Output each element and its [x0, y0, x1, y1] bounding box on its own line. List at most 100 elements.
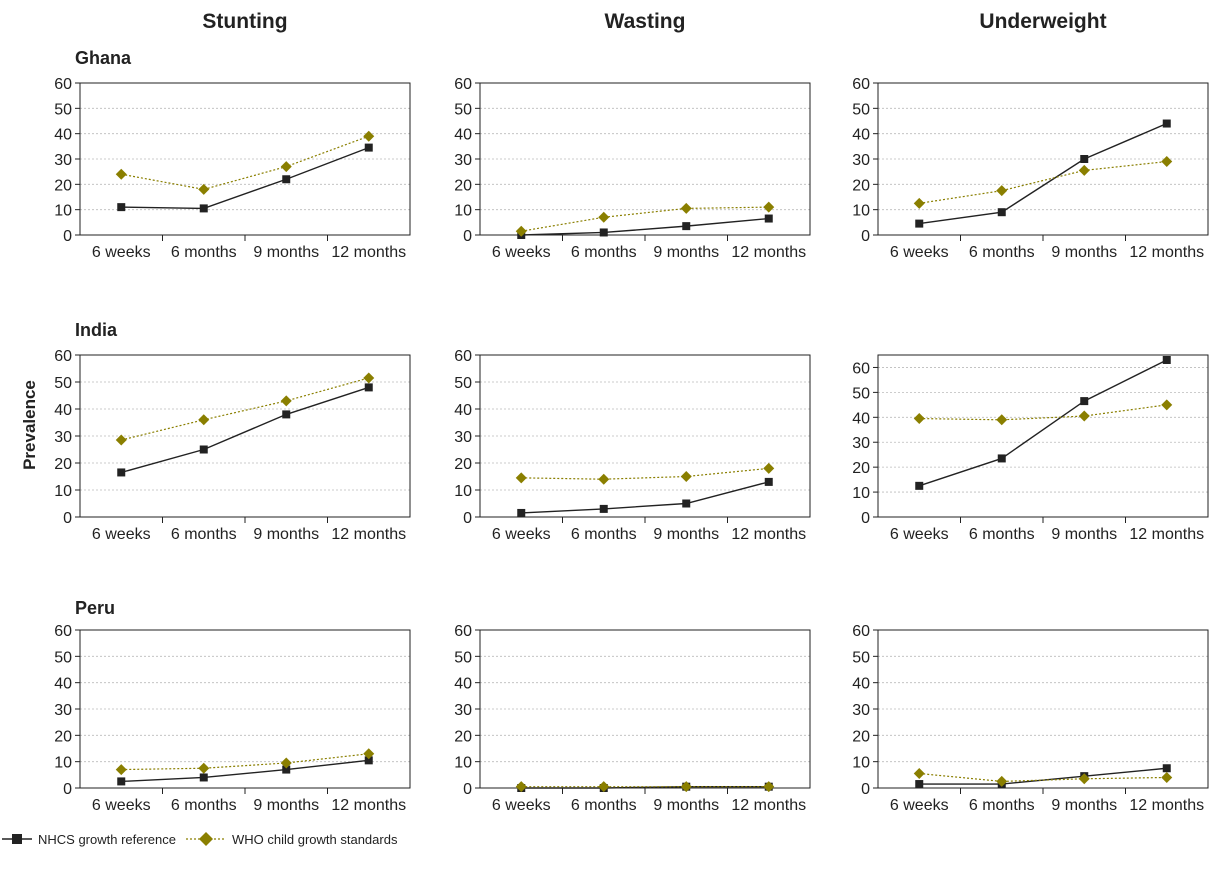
chart-ghana-wasting: 0 10 20 30 40 50 60 6 weeks 6 months 9 months 12 m…	[454, 76, 811, 261]
data-point-who	[996, 414, 1008, 426]
legend-item-who: WHO child growth standards	[184, 831, 397, 847]
x-tick-label: 9 months	[253, 526, 319, 543]
chart-india-stunting: 0 10 20 30 40 50 60 6 weeks 6 months 9 months 12 m…	[54, 348, 411, 543]
legend-item-nhcs: NHCS growth reference	[0, 832, 176, 847]
y-tick-label: 60	[852, 623, 870, 640]
x-tick-label: 12 months	[1129, 526, 1204, 543]
x-tick-label: 6 months	[571, 797, 637, 814]
data-point-who	[280, 395, 292, 407]
x-tick-label: 6 weeks	[492, 526, 551, 543]
data-point-who	[115, 434, 127, 446]
y-tick-label: 30	[454, 152, 472, 169]
data-point-who	[198, 762, 210, 774]
data-point-nhcs	[282, 765, 291, 774]
y-tick-label: 10	[852, 485, 870, 502]
y-tick-label: 50	[852, 385, 870, 402]
y-tick-label: 20	[454, 456, 472, 473]
y-tick-label: 10	[54, 203, 72, 220]
data-point-who	[1161, 156, 1173, 168]
y-tick-label: 50	[852, 101, 870, 118]
y-tick-label: 60	[454, 623, 472, 640]
y-tick-label: 40	[454, 402, 472, 419]
y-tick-label: 30	[852, 152, 870, 169]
y-tick-label: 0	[861, 781, 870, 798]
x-tick-label: 9 months	[253, 797, 319, 814]
y-tick-label: 40	[852, 410, 870, 427]
data-point-who	[515, 781, 527, 793]
y-tick-label: 0	[63, 510, 72, 527]
series-line-nhcs	[521, 481, 769, 514]
chart-peru-wasting: 0 10 20 30 40 50 60 6 weeks 6 months 9 months 12 m…	[454, 623, 811, 814]
data-point-who	[363, 748, 375, 760]
y-tick-label: 0	[63, 228, 72, 245]
x-tick-label: 6 weeks	[492, 797, 551, 814]
x-tick-label: 12 months	[331, 526, 406, 543]
y-tick-label: 30	[852, 435, 870, 452]
y-tick-label: 60	[54, 76, 72, 93]
data-point-who	[1078, 410, 1090, 422]
data-point-who	[996, 185, 1008, 197]
row-title-india: India	[75, 320, 118, 340]
data-point-who	[363, 130, 375, 142]
data-point-nhcs	[682, 222, 691, 231]
y-tick-label: 50	[54, 375, 72, 392]
x-tick-label: 6 weeks	[890, 797, 949, 814]
chart-peru-underweight: 0 10 20 30 40 50 60 6 weeks 6 months 9 months 12 m…	[852, 623, 1209, 814]
data-point-nhcs	[1080, 397, 1089, 406]
y-tick-label: 30	[454, 429, 472, 446]
x-tick-label: 6 weeks	[92, 526, 151, 543]
data-point-nhcs	[764, 214, 773, 223]
data-point-who	[996, 775, 1008, 787]
data-point-nhcs	[1162, 764, 1171, 773]
x-tick-label: 9 months	[253, 244, 319, 261]
y-tick-label: 30	[54, 702, 72, 719]
column-title-stunting: Stunting	[202, 10, 288, 33]
y-tick-label: 10	[852, 203, 870, 220]
data-point-nhcs	[915, 780, 924, 789]
y-tick-label: 60	[54, 623, 72, 640]
y-tick-label: 60	[852, 360, 870, 377]
y-tick-label: 40	[54, 676, 72, 693]
data-point-who	[680, 781, 692, 793]
x-tick-label: 12 months	[731, 526, 806, 543]
data-point-who	[913, 768, 925, 780]
y-tick-label: 40	[852, 127, 870, 144]
series-line-who	[121, 753, 369, 771]
y-tick-label: 0	[463, 781, 472, 798]
data-point-who	[198, 414, 210, 426]
data-point-who	[763, 462, 775, 474]
data-point-who	[280, 161, 292, 173]
x-tick-label: 6 months	[171, 526, 237, 543]
y-tick-label: 20	[454, 728, 472, 745]
x-tick-label: 6 months	[969, 797, 1035, 814]
y-tick-label: 50	[852, 649, 870, 666]
series-line-nhcs	[121, 146, 370, 210]
data-point-who	[115, 168, 127, 180]
y-tick-label: 50	[454, 649, 472, 666]
y-tick-label: 20	[54, 728, 72, 745]
data-point-nhcs	[517, 508, 526, 517]
legend-marker-who-icon	[186, 832, 226, 846]
legend: NHCS growth reference WHO child growth s…	[0, 828, 405, 850]
data-point-who	[680, 471, 692, 482]
data-point-nhcs	[199, 773, 208, 782]
x-tick-label: 6 months	[571, 526, 637, 543]
series-line-nhcs	[521, 217, 769, 236]
y-tick-label: 10	[852, 755, 870, 772]
y-tick-label: 0	[861, 228, 870, 245]
chart-ghana-stunting: 0 10 20 30 40 50 60 6 weeks 6 months 9 months 12 m…	[54, 76, 411, 261]
y-tick-label: 30	[454, 702, 472, 719]
y-tick-label: 20	[852, 460, 870, 477]
data-point-who	[598, 473, 610, 485]
y-tick-label: 20	[852, 177, 870, 194]
y-tick-label: 10	[454, 755, 472, 772]
data-point-who	[115, 764, 127, 776]
row-title-ghana: Ghana	[75, 48, 132, 68]
data-point-who	[763, 781, 775, 793]
row-title-peru: Peru	[75, 598, 116, 618]
x-tick-label: 9 months	[1051, 526, 1117, 543]
series-line-who	[919, 160, 1167, 204]
data-point-who	[1161, 399, 1173, 411]
y-tick-label: 10	[54, 755, 72, 772]
x-tick-label: 12 months	[1129, 244, 1204, 261]
